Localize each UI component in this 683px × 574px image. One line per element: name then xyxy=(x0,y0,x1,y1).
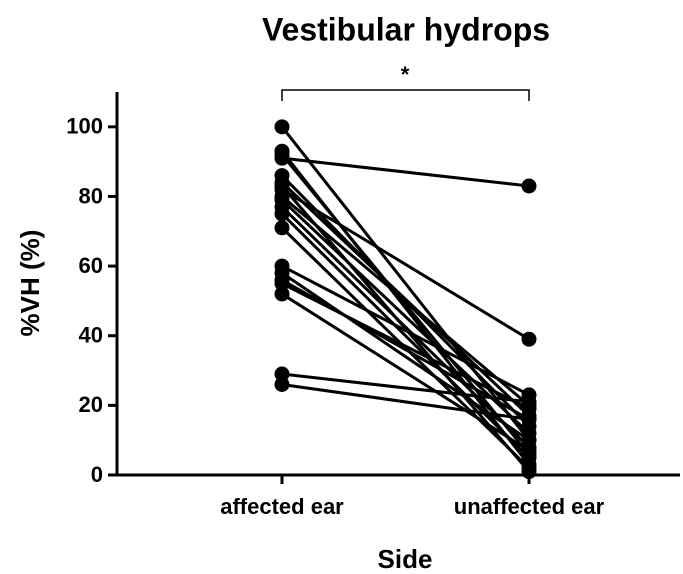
point xyxy=(521,460,537,476)
pair-line xyxy=(281,372,530,404)
point xyxy=(521,411,537,427)
y-tick-label: 20 xyxy=(79,392,103,417)
point xyxy=(274,220,290,236)
point xyxy=(274,276,290,291)
point xyxy=(521,443,537,459)
y-tick-label: 60 xyxy=(79,253,103,278)
pair-line xyxy=(280,125,531,442)
point xyxy=(521,178,537,194)
pair-line xyxy=(281,282,530,411)
point xyxy=(274,206,290,222)
pair-line xyxy=(280,198,531,435)
pair-line xyxy=(280,205,531,449)
pair-line xyxy=(281,195,530,407)
pair-line xyxy=(280,153,531,456)
point xyxy=(274,150,290,166)
x-tick-label: unaffected ear xyxy=(454,494,605,519)
significance-label: * xyxy=(401,62,410,87)
chart-title: Vestibular hydrops xyxy=(262,11,550,47)
y-tick-label: 40 xyxy=(79,323,103,348)
point xyxy=(274,119,290,135)
pair-line xyxy=(280,212,531,459)
y-tick-label: 0 xyxy=(91,462,103,487)
significance-bracket xyxy=(281,89,530,101)
pair-line xyxy=(281,156,530,188)
pair-line xyxy=(280,226,531,470)
y-axis-label: %VH (%) xyxy=(15,230,45,337)
y-tick-label: 100 xyxy=(66,114,103,139)
point xyxy=(521,432,537,448)
point xyxy=(521,394,537,410)
y-tick-label: 80 xyxy=(79,183,103,208)
pair-line xyxy=(281,292,530,452)
pair-line xyxy=(281,188,530,341)
point xyxy=(274,286,290,302)
x-tick-label: affected ear xyxy=(220,494,344,519)
pair-line xyxy=(281,382,530,421)
point xyxy=(274,366,290,382)
x-axis-label: Side xyxy=(378,544,433,574)
pair-line xyxy=(281,264,530,397)
point xyxy=(274,376,290,392)
point xyxy=(521,331,537,347)
